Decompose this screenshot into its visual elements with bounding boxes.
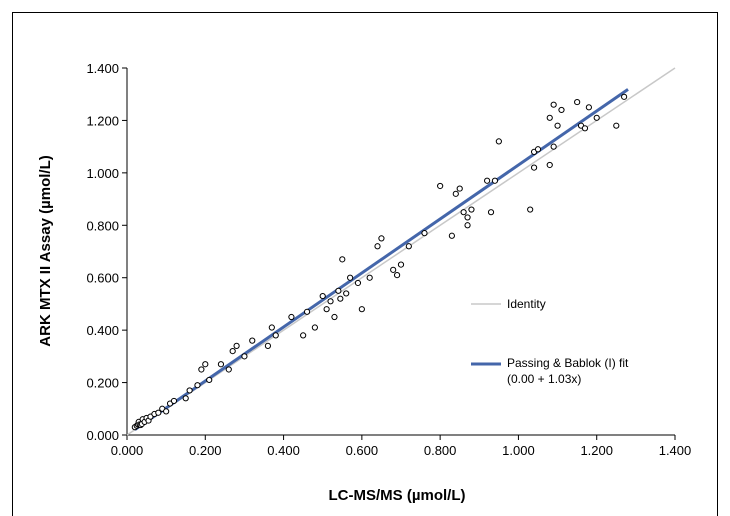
data-point [464, 222, 471, 229]
data-point [437, 182, 444, 190]
data-point [581, 125, 589, 132]
data-point [374, 243, 381, 250]
data-point [198, 366, 205, 373]
data-point [585, 104, 592, 111]
data-point [335, 287, 342, 294]
data-point [460, 209, 467, 216]
y-tick-label: 0.800 [86, 218, 119, 233]
data-point [546, 114, 553, 121]
data-point [530, 164, 538, 171]
data-point [229, 348, 236, 355]
data-point [491, 177, 499, 184]
data-point [378, 235, 385, 242]
passing-bablok-fit-line [133, 88, 629, 431]
chart-frame [12, 12, 718, 516]
data-point [550, 143, 557, 150]
data-point [534, 146, 542, 153]
x-tick-label: 1.400 [659, 443, 692, 458]
legend-identity-label: Identity [507, 297, 546, 311]
data-point [347, 274, 354, 281]
data-point [468, 206, 475, 213]
axes [122, 67, 676, 440]
data-point [300, 332, 307, 339]
data-point [456, 185, 463, 192]
data-point [311, 324, 318, 331]
legend: Identity Passing & Bablok (I) fit (0.00 … [471, 297, 629, 386]
data-point [249, 337, 256, 344]
data-point [337, 295, 344, 302]
y-tick-label: 0.200 [86, 376, 119, 391]
data-point [487, 209, 495, 216]
data-point [182, 395, 189, 402]
data-points [131, 93, 628, 431]
data-point [405, 243, 412, 250]
data-point [233, 342, 240, 349]
data-point [163, 408, 170, 415]
y-tick-label: 1.400 [86, 61, 119, 76]
data-point [448, 232, 455, 239]
legend-fit-equation: (0.00 + 1.03x) [507, 372, 581, 386]
data-point [343, 290, 350, 297]
data-point [613, 122, 620, 129]
tick-labels: 0.000 0.200 0.400 0.600 0.800 1.000 1.200 1.400… [86, 61, 691, 458]
data-point [452, 190, 459, 197]
x-tick-label: 0.600 [346, 443, 379, 458]
data-point [323, 306, 330, 313]
data-point [554, 122, 561, 129]
x-tick-label: 0.200 [189, 443, 222, 458]
x-tick-label: 1.000 [502, 443, 535, 458]
data-point [397, 261, 405, 268]
data-point [495, 138, 502, 145]
data-point [484, 177, 491, 184]
data-point [194, 382, 201, 389]
data-point [331, 313, 338, 321]
x-tick-label: 0.800 [424, 443, 457, 458]
data-point [288, 313, 295, 321]
data-point [393, 271, 401, 279]
data-point [186, 387, 193, 394]
data-point [593, 114, 600, 121]
y-tick-label: 0.000 [86, 428, 119, 443]
data-point [303, 308, 311, 315]
data-point [170, 397, 178, 405]
y-tick-label: 0.600 [86, 271, 119, 286]
data-point [225, 366, 232, 373]
data-point [366, 274, 373, 281]
data-point [268, 324, 275, 331]
data-point [358, 306, 365, 313]
data-point [354, 279, 362, 287]
data-point [272, 332, 279, 339]
data-point [574, 98, 581, 106]
data-point [264, 342, 272, 349]
y-axis-title: ARK MTX II Assay (µmol/L) [37, 155, 54, 346]
x-axis-title: LC-MS/MS (µmol/L) [329, 487, 466, 504]
data-point [327, 298, 334, 305]
x-tick-label: 0.400 [267, 443, 300, 458]
data-point [217, 361, 225, 368]
data-point [155, 409, 162, 416]
data-point [319, 292, 326, 300]
data-point [421, 230, 428, 237]
data-point [241, 353, 248, 360]
data-point [206, 376, 213, 384]
data-point [621, 93, 628, 100]
legend-fit-label: Passing & Bablok (I) fit [507, 356, 629, 370]
x-tick-label: 0.000 [111, 443, 144, 458]
data-point [464, 214, 471, 221]
y-tick-label: 0.400 [86, 323, 119, 338]
data-point [546, 161, 553, 169]
data-point [558, 106, 565, 114]
y-tick-label: 1.000 [86, 166, 119, 181]
data-point [527, 206, 534, 213]
data-point [202, 361, 209, 368]
data-point [550, 101, 557, 108]
x-tick-label: 1.200 [580, 443, 613, 458]
y-tick-label: 1.200 [86, 113, 119, 128]
data-point [339, 256, 346, 263]
data-point [390, 266, 397, 273]
